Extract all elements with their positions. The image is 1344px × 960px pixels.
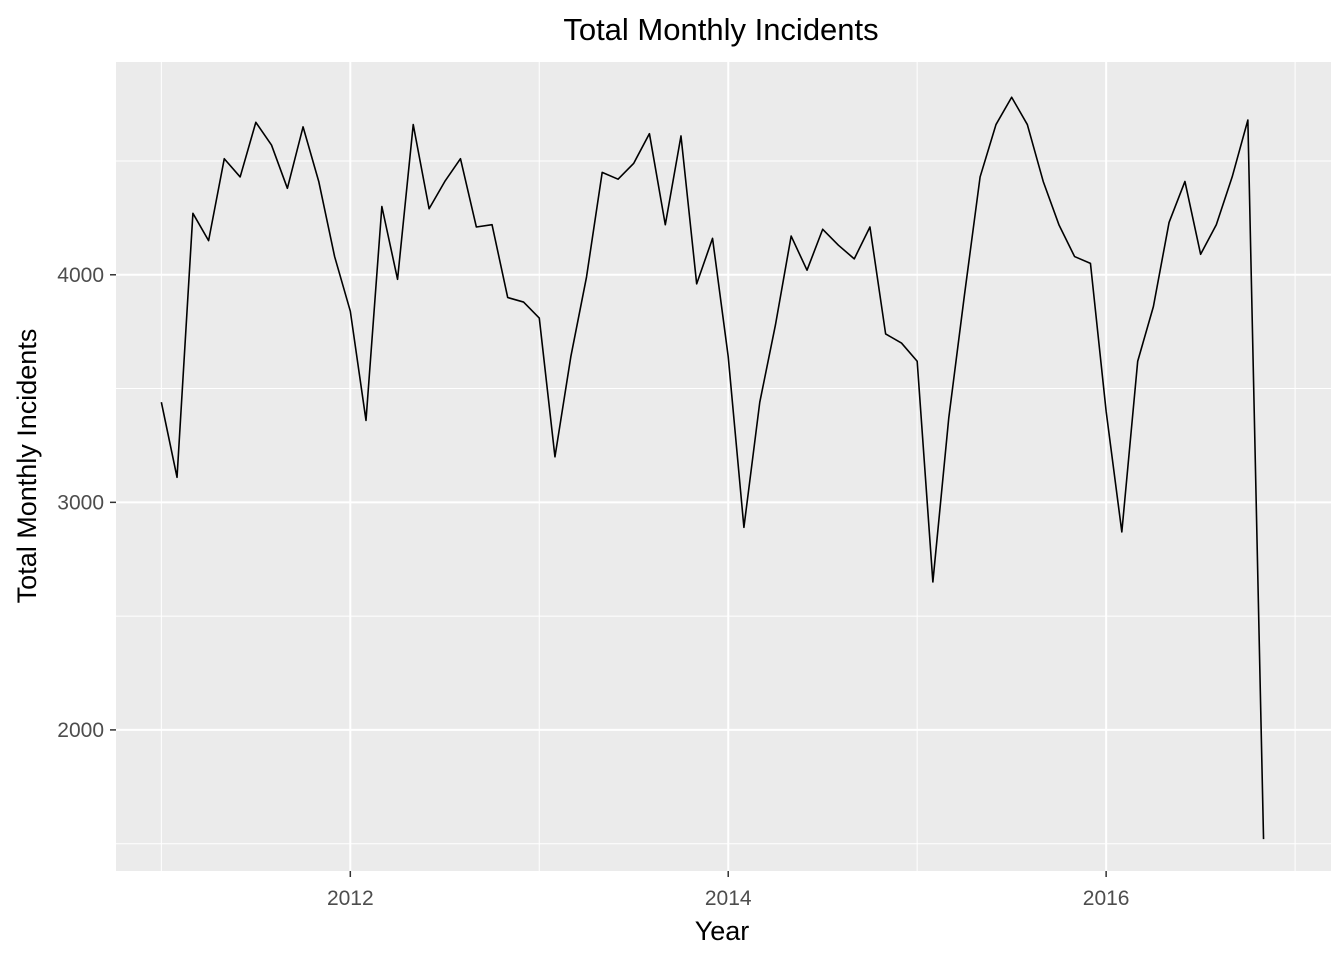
- series-line: [160, 96, 1265, 840]
- y-tick-label: 3000: [57, 491, 104, 514]
- y-axis-tick-labels: 2000 3000 4000: [57, 264, 104, 742]
- major-gridlines: [116, 62, 1331, 871]
- y-tick-label: 4000: [57, 264, 104, 287]
- y-tick-label: 2000: [57, 719, 104, 742]
- plot-panel: [116, 62, 1331, 871]
- x-axis-tick-labels: 2012 2014 2016: [327, 887, 1130, 910]
- x-tick-label: 2012: [327, 887, 374, 910]
- series-layer: [160, 96, 1265, 840]
- x-axis-title: Year: [695, 916, 750, 946]
- chart-title: Total Monthly Incidents: [563, 12, 878, 47]
- axis-ticks: [110, 274, 1107, 877]
- minor-gridlines: [116, 62, 1331, 871]
- x-tick-label: 2016: [1083, 887, 1130, 910]
- x-tick-label: 2014: [705, 887, 752, 910]
- y-axis-title: Total Monthly Incidents: [12, 329, 42, 604]
